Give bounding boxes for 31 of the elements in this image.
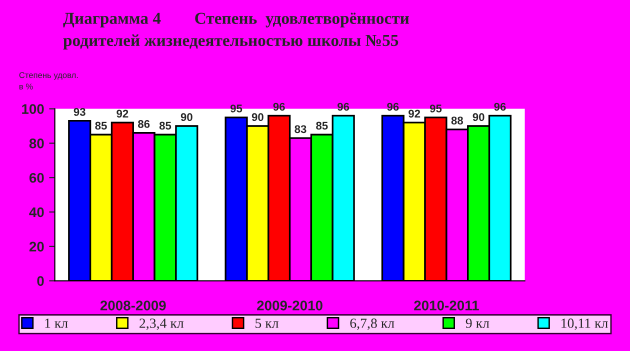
x-tick-label: 2010-2011 (414, 300, 479, 310)
data-label: 92 (408, 110, 420, 118)
legend-label: 2,3,4 кл (140, 318, 184, 330)
x-tick-label: 2009-2010 (257, 300, 322, 310)
y-tick-label: 40 (29, 207, 44, 218)
data-label: 85 (316, 122, 328, 130)
y-tick-label: 20 (29, 242, 44, 252)
data-label: 86 (138, 120, 150, 128)
legend-label: 9 кл (466, 318, 490, 328)
y-tick-label: 80 (29, 138, 44, 148)
legend-label: 6,7,8 кл (350, 318, 394, 330)
data-label: 95 (230, 104, 242, 112)
y-axis-title: Степень удовл. в % (19, 72, 78, 90)
data-label: 93 (74, 108, 86, 116)
data-label: 90 (472, 113, 484, 122)
data-label: 90 (180, 113, 192, 122)
y-tick-label: 60 (29, 172, 44, 183)
data-label: 95 (430, 104, 442, 112)
data-label: 85 (159, 122, 172, 130)
legend-label: 5 кл (256, 318, 278, 328)
data-label: 90 (252, 113, 264, 122)
data-label: 83 (294, 125, 306, 134)
data-label: 88 (451, 116, 464, 124)
x-tick-label: 2008-2009 (100, 300, 166, 310)
y-tick-label: 0 (37, 276, 44, 286)
legend-label: 1 кл (45, 318, 68, 328)
legend-label: 10,11 кл (562, 318, 608, 330)
y-tick-label: 100 (22, 104, 44, 114)
chart-title: Диаграмма 4 Степень удовлетворённости родителей жизнедеятельностью школы №55 (63, 12, 410, 50)
data-label: 92 (116, 110, 128, 118)
data-label: 85 (95, 122, 107, 130)
